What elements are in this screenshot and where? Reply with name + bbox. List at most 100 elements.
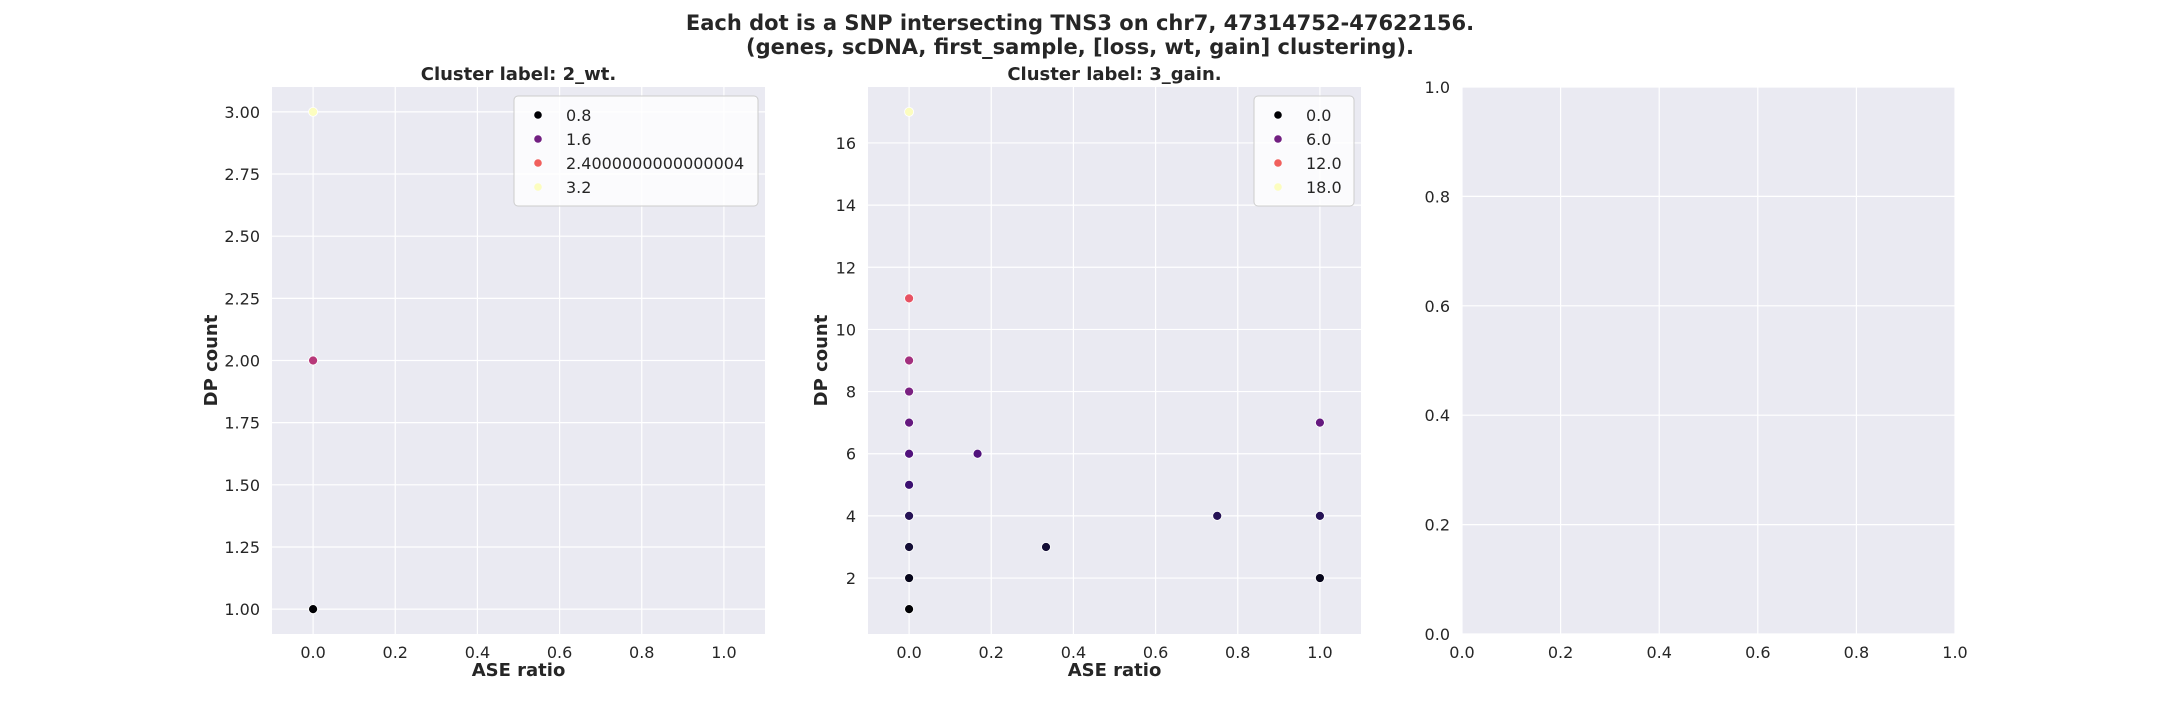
data-point xyxy=(904,293,914,304)
legend-label: 12.0 xyxy=(1306,154,1342,173)
data-point xyxy=(1315,573,1325,583)
y-tick-label: 4 xyxy=(846,507,856,526)
y-tick-label: 1.00 xyxy=(224,600,260,619)
data-points xyxy=(904,106,1325,615)
data-point xyxy=(904,355,914,366)
data-point xyxy=(904,510,914,521)
x-tick-label: 0.4 xyxy=(465,643,490,662)
panel-title: Cluster label: 3_gain. xyxy=(1007,64,1221,85)
y-tick-label: 0.4 xyxy=(1425,406,1450,425)
panel-empty: 0.0 0.2 0.4 0.6 0.8 1.0 0.0 0.2 0.4 0.6 0.8 1.0 xyxy=(1425,78,1968,662)
legend-frame xyxy=(513,95,759,207)
x-tick-label: 0.8 xyxy=(629,643,654,662)
y-axis-label: DP count xyxy=(811,314,832,406)
x-tick-label: 0.0 xyxy=(1449,643,1474,662)
y-axis-label: DP count xyxy=(201,314,222,406)
y-tick-label: 2 xyxy=(846,569,856,588)
data-point xyxy=(904,573,914,583)
legend-label: 3.2 xyxy=(566,178,591,197)
tick-labels: 0.0 0.2 0.4 0.6 0.8 1.0 1.00 1.25 1.50 1.75 2.00 2.… xyxy=(224,103,736,662)
y-tick-label: 2.25 xyxy=(224,289,260,308)
data-point xyxy=(308,106,318,117)
x-tick-label: 1.0 xyxy=(1307,643,1332,662)
legend-label: 2.4000000000000004 xyxy=(566,154,744,173)
y-tick-label: 10 xyxy=(836,320,856,339)
data-point xyxy=(904,604,914,615)
legend-marker xyxy=(1274,159,1282,167)
figure-title-line1: Each dot is a SNP intersecting TNS3 on c… xyxy=(686,11,1474,35)
data-point xyxy=(904,448,914,459)
y-tick-label: 2.50 xyxy=(224,227,260,246)
legend-label: 18.0 xyxy=(1306,178,1342,197)
x-tick-label: 0.4 xyxy=(1061,643,1086,662)
x-tick-label: 0.6 xyxy=(547,643,572,662)
figure-title-line2: (genes, scDNA, first_sample, [loss, wt, … xyxy=(746,35,1414,59)
panel-cluster-2-wt: 0.0 0.2 0.4 0.6 0.8 1.0 1.00 1.25 1.50 1.75 2.00 2.… xyxy=(201,64,765,681)
x-tick-label: 0.2 xyxy=(1548,643,1573,662)
x-axis-label: ASE ratio xyxy=(1068,660,1162,681)
legend-marker xyxy=(534,183,542,191)
legend: 0.0 6.0 12.0 18.0 xyxy=(1253,95,1355,207)
y-tick-label: 8 xyxy=(846,383,856,402)
legend-label: 6.0 xyxy=(1306,130,1331,149)
legend: 0.8 1.6 2.4000000000000004 3.2 xyxy=(513,95,759,207)
legend-marker xyxy=(534,159,542,167)
x-axis-label: ASE ratio xyxy=(472,660,566,681)
tick-labels: 0.0 0.2 0.4 0.6 0.8 1.0 2 4 6 8 10 12 14 16 xyxy=(836,134,1333,662)
data-point xyxy=(904,417,914,428)
y-tick-label: 6 xyxy=(846,445,856,464)
legend-label: 0.0 xyxy=(1306,106,1331,125)
legend-marker xyxy=(534,135,542,143)
y-tick-label: 1.50 xyxy=(224,476,260,495)
x-tick-label: 0.6 xyxy=(1143,643,1168,662)
y-tick-label: 16 xyxy=(836,134,856,153)
data-point xyxy=(1041,542,1051,552)
x-tick-label: 0.6 xyxy=(1745,643,1770,662)
panel-cluster-3-gain: 0.0 0.2 0.4 0.6 0.8 1.0 2 4 6 8 10 12 14 16 Cluster l… xyxy=(811,64,1361,681)
legend-marker xyxy=(1274,183,1282,191)
data-point xyxy=(904,106,914,117)
y-tick-label: 12 xyxy=(836,258,856,277)
data-point xyxy=(1315,510,1325,521)
y-tick-label: 1.25 xyxy=(224,538,260,557)
x-tick-label: 0.2 xyxy=(383,643,408,662)
x-tick-label: 0.8 xyxy=(1844,643,1869,662)
panel-title: Cluster label: 2_wt. xyxy=(421,64,617,85)
y-tick-label: 14 xyxy=(836,196,856,215)
legend-marker xyxy=(1274,111,1282,119)
plot-area xyxy=(1462,87,1955,634)
data-point xyxy=(1212,510,1223,521)
x-tick-label: 0.4 xyxy=(1646,643,1671,662)
data-point xyxy=(308,604,318,615)
x-tick-label: 1.0 xyxy=(1942,643,1967,662)
y-tick-label: 0.0 xyxy=(1425,625,1450,644)
data-point xyxy=(904,386,914,397)
legend-label: 0.8 xyxy=(566,106,591,125)
legend-frame xyxy=(1253,95,1355,207)
y-tick-label: 0.6 xyxy=(1425,297,1450,316)
x-tick-label: 0.2 xyxy=(979,643,1004,662)
data-point xyxy=(904,479,914,490)
data-point xyxy=(904,542,914,552)
y-tick-label: 2.00 xyxy=(224,352,260,371)
x-tick-label: 0.0 xyxy=(300,643,325,662)
x-tick-label: 1.0 xyxy=(711,643,736,662)
legend-marker xyxy=(534,111,542,119)
data-point xyxy=(972,448,983,459)
y-tick-label: 1.75 xyxy=(224,414,260,433)
data-point xyxy=(308,355,318,366)
x-tick-label: 0.8 xyxy=(1225,643,1250,662)
y-tick-label: 1.0 xyxy=(1425,78,1450,97)
grid xyxy=(1461,86,1956,635)
y-tick-label: 3.00 xyxy=(224,103,260,122)
data-points xyxy=(308,106,318,615)
tick-labels: 0.0 0.2 0.4 0.6 0.8 1.0 0.0 0.2 0.4 0.6 0.8 1.0 xyxy=(1425,78,1968,662)
y-tick-label: 0.2 xyxy=(1425,516,1450,535)
legend-marker xyxy=(1274,135,1282,143)
y-tick-label: 0.8 xyxy=(1425,187,1450,206)
x-tick-label: 0.0 xyxy=(896,643,921,662)
legend-label: 1.6 xyxy=(566,130,591,149)
y-tick-label: 2.75 xyxy=(224,165,260,184)
data-point xyxy=(1315,417,1325,428)
